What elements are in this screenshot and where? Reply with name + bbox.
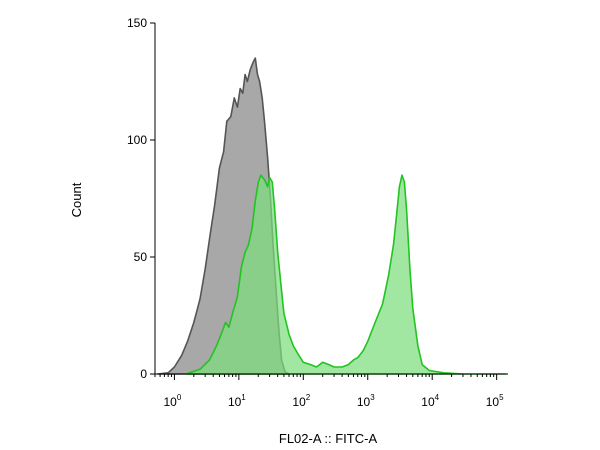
ticks-layer: 0 50 100 150 100 101 102 103 104 105 [127,16,504,409]
y-tick-label: 0 [140,367,147,381]
x-tick-label: 102 [292,393,310,409]
x-tick-label: 103 [357,393,375,409]
x-tick-label: 100 [163,393,181,409]
y-tick-label: 100 [127,133,147,147]
y-tick-label: 50 [134,250,148,264]
histogram-series-2 [185,174,507,375]
y-axis-title: Count [69,182,84,217]
x-tick-label: 101 [228,393,246,409]
y-tick-label: 150 [127,16,147,30]
x-tick-label: 104 [421,393,439,409]
x-axis-title: FL02-A :: FITC-A [279,431,378,446]
axes-layer [154,23,508,375]
series-layer [156,57,507,375]
x-tick-label: 105 [486,393,504,409]
